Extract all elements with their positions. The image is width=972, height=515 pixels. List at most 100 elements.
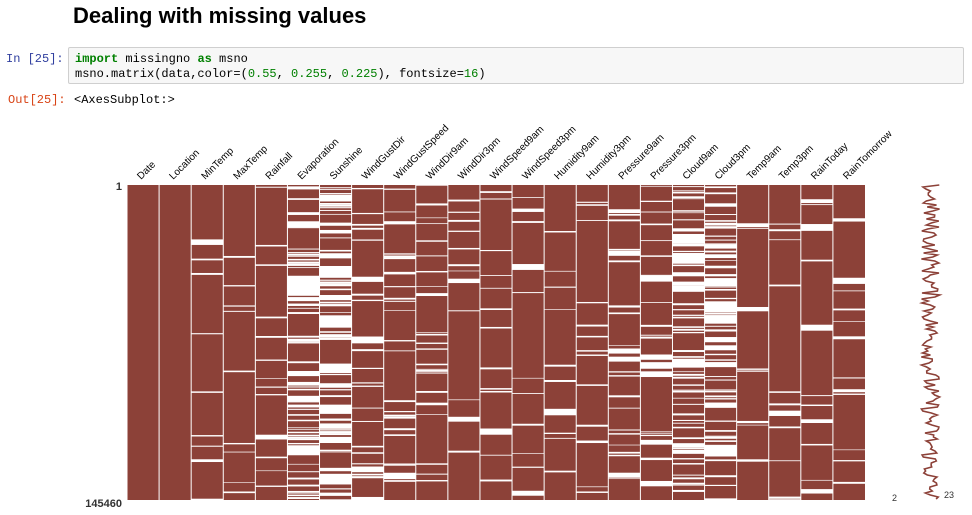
missing-band xyxy=(512,490,545,496)
missing-band xyxy=(319,436,352,444)
missing-band xyxy=(447,270,480,272)
matrix-column-date xyxy=(127,185,160,500)
missing-band xyxy=(832,277,865,284)
missing-band xyxy=(640,274,673,276)
missing-band xyxy=(447,416,480,418)
missing-band xyxy=(704,398,737,400)
missing-band xyxy=(672,243,705,246)
missing-band xyxy=(544,437,577,439)
missing-band xyxy=(608,345,641,346)
missing-band xyxy=(576,335,609,338)
missing-band xyxy=(736,228,769,229)
missing-band xyxy=(672,477,705,480)
missing-band xyxy=(223,491,256,494)
missing-band xyxy=(287,419,320,422)
missing-band xyxy=(640,185,673,187)
missing-band xyxy=(608,375,641,377)
missing-band xyxy=(512,292,545,294)
missing-band xyxy=(287,304,320,306)
missing-band xyxy=(704,315,737,324)
missing-band xyxy=(544,470,577,473)
missing-band xyxy=(672,210,705,212)
missing-band xyxy=(479,367,513,370)
missing-band xyxy=(672,364,705,366)
missing-band xyxy=(223,442,256,445)
missing-band xyxy=(608,213,641,216)
column-label-windgustspeed: WindGustSpeed xyxy=(392,123,451,182)
missing-band xyxy=(223,482,256,484)
missing-band xyxy=(672,261,705,264)
matrix-column-winddir3pm xyxy=(447,185,480,500)
missing-band xyxy=(704,353,737,356)
missing-band xyxy=(512,466,545,468)
missing-band xyxy=(768,223,801,225)
missing-band xyxy=(576,301,609,304)
missing-band xyxy=(672,233,705,244)
missing-band xyxy=(704,312,737,315)
missing-band xyxy=(640,480,673,483)
missing-band xyxy=(223,255,256,258)
missing-band xyxy=(640,354,673,360)
missing-band xyxy=(351,385,384,387)
missing-band xyxy=(512,208,545,212)
missing-band xyxy=(800,228,833,231)
missing-band xyxy=(608,356,641,362)
missing-band xyxy=(383,414,416,417)
missing-band xyxy=(319,229,352,234)
missing-band xyxy=(672,463,705,465)
missing-band xyxy=(223,305,256,307)
missing-band xyxy=(704,192,737,195)
missing-band xyxy=(383,188,416,190)
missing-band xyxy=(415,368,448,370)
missing-band xyxy=(576,350,609,352)
missing-band xyxy=(319,469,352,472)
missing-band xyxy=(319,431,352,434)
missing-band xyxy=(479,390,513,393)
missing-band xyxy=(704,475,737,478)
missing-band xyxy=(640,275,673,282)
missing-band xyxy=(287,437,320,439)
missing-band xyxy=(479,326,513,329)
missing-band xyxy=(832,460,865,462)
missing-band xyxy=(255,378,288,379)
missing-band xyxy=(512,221,545,222)
missing-band xyxy=(704,244,737,249)
missing-band xyxy=(800,404,833,407)
missing-band xyxy=(319,395,352,398)
missing-band xyxy=(319,335,352,338)
missing-band xyxy=(191,391,224,393)
missing-band xyxy=(704,436,737,439)
code-input-area[interactable]: import missingno as msno msno.matrix(dat… xyxy=(68,47,964,84)
missing-band xyxy=(351,466,384,473)
missing-band xyxy=(544,380,577,382)
missing-band xyxy=(672,331,705,333)
missing-band xyxy=(319,488,352,490)
missing-band xyxy=(672,350,705,352)
missing-band xyxy=(640,255,673,257)
missing-band xyxy=(576,486,609,488)
missing-band xyxy=(287,297,320,302)
missing-band xyxy=(704,484,737,487)
missing-band xyxy=(832,449,865,451)
missing-band xyxy=(672,190,705,191)
code-cell[interactable]: In [25]: import missingno as msno msno.m… xyxy=(0,38,972,90)
missing-band xyxy=(800,479,833,481)
missing-band xyxy=(415,372,448,374)
missing-band xyxy=(608,248,641,251)
missing-band xyxy=(287,286,320,296)
missing-band xyxy=(255,244,288,247)
missing-band xyxy=(415,333,448,336)
missing-band xyxy=(287,340,320,342)
missing-band xyxy=(672,458,705,460)
missing-band xyxy=(704,243,737,245)
missing-band xyxy=(287,427,320,429)
missing-band xyxy=(832,321,865,322)
missing-band xyxy=(415,255,448,257)
missing-band xyxy=(383,400,416,403)
missing-band xyxy=(287,438,320,441)
matrix-column-pressure3pm xyxy=(640,185,673,500)
missing-band xyxy=(319,288,352,291)
section-heading: Dealing with missing values xyxy=(73,3,367,28)
missing-band xyxy=(287,267,320,269)
missing-band xyxy=(415,223,448,225)
